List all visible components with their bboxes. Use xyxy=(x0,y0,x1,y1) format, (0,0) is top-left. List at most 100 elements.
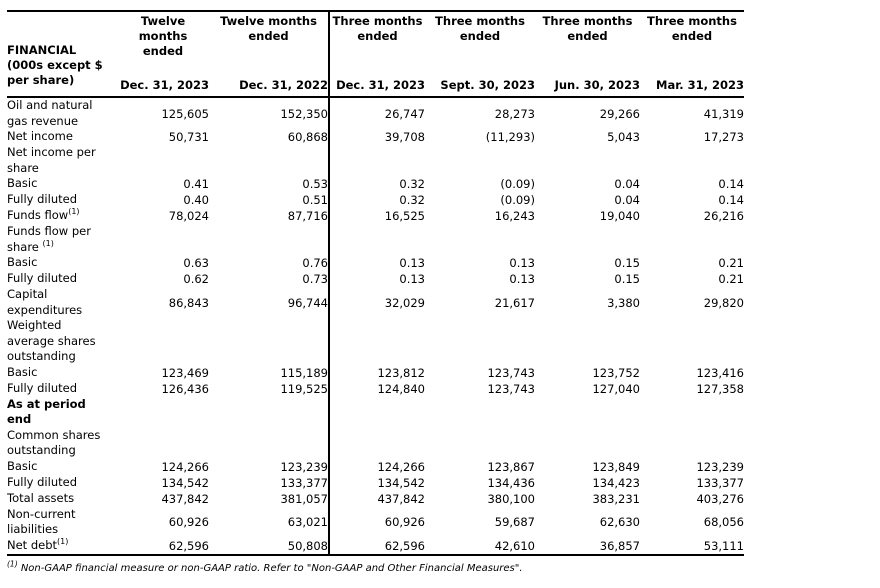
row-label: Fully diluted xyxy=(7,474,77,489)
table-corner-cell: FINANCIAL (000s except $ per share) xyxy=(7,11,117,98)
value-cell: 0.76 xyxy=(302,256,328,270)
value-cell: 134,436 xyxy=(487,475,535,490)
date-header-col1: Dec. 31, 2023 xyxy=(117,73,209,98)
value-cell: 0.51 xyxy=(302,193,328,207)
value-cell: 152,350 xyxy=(280,106,328,121)
table-row: Basic 123,469 115,189 123,812 123,743 123,752… xyxy=(7,364,744,381)
row-label: Basic xyxy=(7,458,38,473)
value-cell: 0.15 xyxy=(614,272,640,286)
value-cell: 16,525 xyxy=(328,208,425,224)
footnote-reference: (1) xyxy=(57,536,69,546)
value-cell xyxy=(209,428,329,459)
value-cell: 26,747 xyxy=(328,97,425,129)
value-cell: 0.21 xyxy=(718,256,744,270)
row-label: Net income per share xyxy=(7,145,96,175)
value-cell: 119,525 xyxy=(280,381,328,396)
value-cell: 0.13 xyxy=(328,255,425,271)
row-label: Fully diluted xyxy=(7,271,77,285)
value-cell: 0.73 xyxy=(302,272,328,286)
value-cell: 0.32 xyxy=(328,176,425,192)
period-header-col3: Three months ended xyxy=(328,11,425,73)
value-cell: 60,926 xyxy=(168,515,209,529)
value-cell: 115,189 xyxy=(280,365,328,380)
row-label: Basic xyxy=(7,176,38,190)
value-cell: 62,596 xyxy=(328,537,425,556)
value-cell: 437,842 xyxy=(161,491,209,506)
value-cell: 63,021 xyxy=(287,515,328,529)
footnote-text: Non-GAAP financial measure or non-GAAP r… xyxy=(20,562,523,574)
value-cell xyxy=(117,318,209,365)
value-cell xyxy=(117,145,209,176)
value-cell xyxy=(209,145,329,176)
table-row: Fully diluted 0.40 0.51 0.32 (0.09) 0.04 0.14 xyxy=(7,192,744,208)
value-cell: 53,111 xyxy=(640,537,744,556)
value-cell xyxy=(640,397,744,428)
table-row: Total assets 437,842 381,057 437,842 380,100… xyxy=(7,490,744,507)
row-label: Net income xyxy=(7,129,73,143)
table-row: Basic 0.63 0.76 0.13 0.13 0.15 0.21 xyxy=(7,255,744,271)
value-cell: (11,293) xyxy=(485,130,535,144)
value-cell: 0.14 xyxy=(718,177,744,191)
row-label: Funds flow(1) xyxy=(7,207,80,222)
value-cell xyxy=(328,427,425,459)
value-cell: 380,100 xyxy=(487,491,535,506)
value-cell: 0.13 xyxy=(509,256,535,270)
value-cell: 123,867 xyxy=(487,459,535,474)
date-header-col5: Jun. 30, 2023 xyxy=(535,73,640,98)
value-cell: 134,423 xyxy=(592,475,640,490)
table-row: Oil and natural gas revenue 125,605 152,35… xyxy=(7,97,744,129)
value-cell xyxy=(328,224,425,255)
value-cell: 42,610 xyxy=(425,537,535,556)
value-cell: 123,743 xyxy=(487,365,535,380)
row-label: Capital expenditures xyxy=(7,287,83,317)
value-cell xyxy=(117,428,209,459)
value-cell: 29,820 xyxy=(703,295,744,310)
table-row: Capital expenditures 86,843 96,744 32,029 21… xyxy=(7,287,744,318)
period-header-col5: Three months ended xyxy=(542,14,633,43)
period-header-col2: Twelve months ended xyxy=(220,14,317,43)
row-label: Fully diluted xyxy=(7,192,77,206)
footnote: (1) Non-GAAP financial measure or non-GA… xyxy=(7,560,744,574)
value-cell: 0.04 xyxy=(614,193,640,207)
row-label: Net debt(1) xyxy=(7,536,117,556)
table-body: Oil and natural gas revenue 125,605 152,35… xyxy=(7,97,744,556)
value-cell xyxy=(209,397,329,428)
value-cell: 123,416 xyxy=(696,365,744,380)
value-cell: 126,436 xyxy=(161,381,209,396)
value-cell xyxy=(535,397,640,428)
row-label: Funds flow per share (1) xyxy=(7,224,91,254)
value-cell xyxy=(535,145,640,176)
value-cell xyxy=(117,397,209,428)
value-cell: 21,617 xyxy=(494,295,535,310)
value-cell xyxy=(425,224,535,255)
value-cell xyxy=(328,396,425,428)
value-cell xyxy=(209,318,329,365)
value-cell xyxy=(425,318,535,365)
value-cell xyxy=(425,145,535,176)
value-cell: 133,377 xyxy=(280,475,328,490)
table-row: Basic 0.41 0.53 0.32 (0.09) 0.04 0.14 xyxy=(7,176,744,192)
value-cell: 124,266 xyxy=(161,459,209,474)
value-cell: 437,842 xyxy=(328,490,425,507)
value-cell: 26,216 xyxy=(703,209,744,223)
period-header-col4: Three months ended xyxy=(435,14,525,43)
value-cell: 16,243 xyxy=(494,209,535,223)
value-cell: 123,239 xyxy=(280,459,328,474)
value-cell: 0.14 xyxy=(718,193,744,207)
value-cell: 87,716 xyxy=(287,209,328,223)
value-cell: 124,266 xyxy=(328,458,425,475)
table-row: Fully diluted 134,542 133,377 134,542 134,43… xyxy=(7,474,744,491)
value-cell: 123,849 xyxy=(592,459,640,474)
value-cell: 62,630 xyxy=(599,515,640,529)
value-cell: 0.21 xyxy=(718,272,744,286)
section-row: Weighted average shares outstanding xyxy=(7,318,744,365)
footnote-reference: (1) xyxy=(68,207,80,217)
row-label: Total assets xyxy=(7,490,75,505)
value-cell xyxy=(425,397,535,428)
value-cell: 96,744 xyxy=(287,295,328,310)
row-label: Common shares outstanding xyxy=(7,427,101,458)
footnote-reference: (1) xyxy=(42,238,54,248)
date-header-col2: Dec. 31, 2022 xyxy=(209,73,329,98)
value-cell: 127,358 xyxy=(696,381,744,396)
